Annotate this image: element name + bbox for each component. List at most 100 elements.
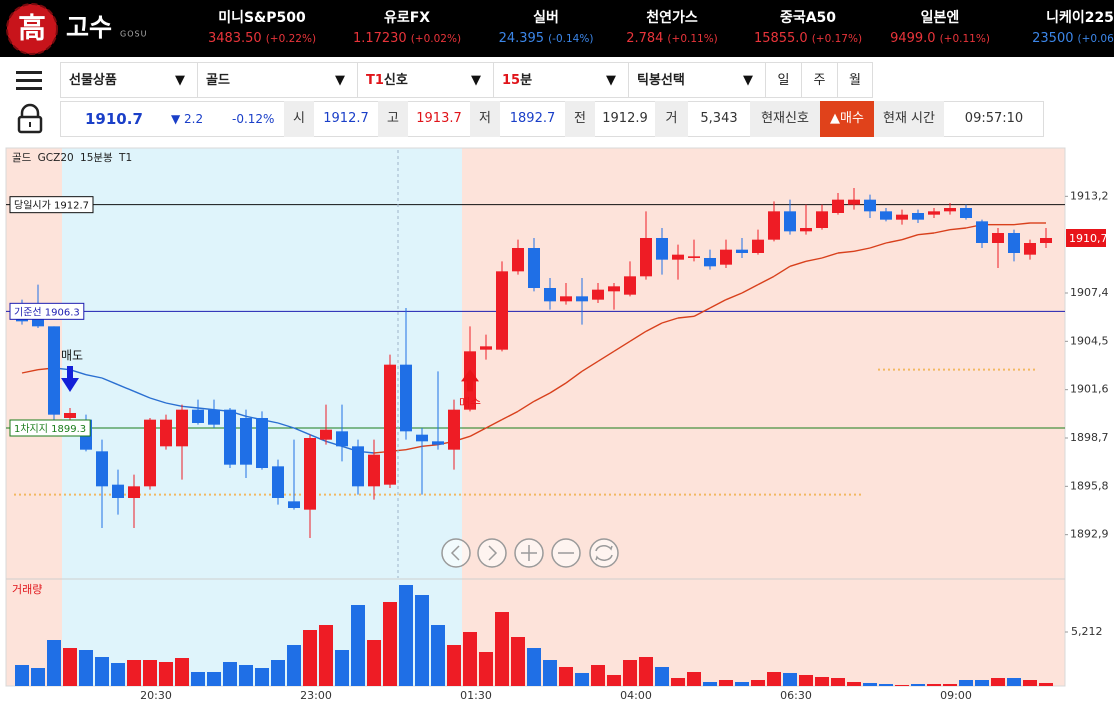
axis-bg xyxy=(1066,148,1114,686)
ticker-price: 24.395 xyxy=(498,31,545,46)
ticker-name[interactable]: 일본엔 xyxy=(920,10,960,26)
dropdown[interactable]: T1신호 ▼ xyxy=(357,62,493,98)
candle-body xyxy=(96,451,108,487)
candle-body xyxy=(480,346,492,350)
field-label: 거 xyxy=(655,101,688,137)
quote-box xyxy=(60,101,1044,137)
candle-body xyxy=(544,288,556,302)
menu-bar xyxy=(16,87,42,90)
candle-body xyxy=(336,431,348,447)
field-label: 전 xyxy=(565,101,595,137)
ticker-value: 3483.50 (+0.22%) xyxy=(187,31,337,46)
ticker-name[interactable]: 실버 xyxy=(533,10,559,26)
candle-body xyxy=(144,419,156,487)
moving-average xyxy=(613,340,631,352)
candle-body xyxy=(720,249,732,265)
moving-average xyxy=(213,408,231,413)
ticker-name[interactable]: 유로FX xyxy=(383,10,431,26)
moving-average xyxy=(229,410,247,418)
dropdown[interactable]: 골드 ▼ xyxy=(197,62,357,98)
moving-average xyxy=(565,370,583,384)
volume-bar xyxy=(303,630,317,686)
moving-average xyxy=(245,415,263,421)
logo[interactable]: 高 고수 GOSU xyxy=(0,0,170,57)
volume-bar xyxy=(143,660,157,686)
candle-body xyxy=(208,409,220,425)
candle-body xyxy=(960,208,972,218)
moving-average xyxy=(85,373,103,379)
dropdown[interactable]: 틱봉선택 ▼ xyxy=(628,62,765,98)
candle-body xyxy=(944,208,956,212)
candle-body xyxy=(752,239,764,253)
volume-bar xyxy=(863,682,877,686)
volume-bar xyxy=(239,664,253,686)
moving-average xyxy=(421,443,439,448)
moving-average xyxy=(341,445,359,453)
signal-label: 매도 xyxy=(61,349,83,363)
volume-bar xyxy=(655,666,669,686)
volume-bar xyxy=(479,652,493,686)
y-tick-label: 1907,4 xyxy=(1070,286,1109,299)
lock-button[interactable] xyxy=(10,101,50,137)
reset-button[interactable] xyxy=(589,538,619,568)
session-band xyxy=(62,148,462,686)
ticker-value: 23500(+0.06%) xyxy=(1005,31,1114,46)
dropdown[interactable]: 15분 ▼ xyxy=(493,62,628,98)
volume-bar xyxy=(367,640,381,686)
level-label: 당일시가 1912.7 xyxy=(14,200,89,212)
candle-body xyxy=(80,419,92,450)
candle-body xyxy=(288,501,300,508)
moving-average xyxy=(1013,222,1031,226)
ticker-name[interactable]: 미니S&P500 xyxy=(218,10,306,26)
moving-average xyxy=(165,402,183,408)
field-label: 저 xyxy=(470,101,500,137)
moving-average xyxy=(453,435,471,443)
ticker-value: 1.17230 (+0.02%) xyxy=(332,31,482,46)
level-value: 1912.7 xyxy=(54,201,89,212)
volume-bar xyxy=(559,666,573,686)
next-button[interactable] xyxy=(477,538,507,568)
volume-bar xyxy=(271,660,285,686)
period-button[interactable]: 월 xyxy=(837,62,873,98)
ticker-price: 23500 xyxy=(1032,31,1074,46)
moving-average xyxy=(757,275,775,286)
volume-bar xyxy=(703,682,717,686)
volume-bar xyxy=(335,650,349,686)
candle-body xyxy=(832,199,844,213)
last-price-label: 1910,7 xyxy=(1069,232,1108,245)
menu-button[interactable] xyxy=(10,62,50,98)
candle-body xyxy=(816,211,828,228)
dropdown[interactable]: 선물상품 ▼ xyxy=(60,62,197,98)
ticker-change: (+0.11%) xyxy=(939,33,990,45)
zoom-controls xyxy=(441,538,619,568)
prev-icon xyxy=(450,545,460,561)
level-label: 1차지지 1899.3 xyxy=(14,423,86,435)
x-tick-label: 01:30 xyxy=(460,689,492,702)
candle-body xyxy=(368,454,380,487)
moving-average xyxy=(501,410,519,421)
candle-body xyxy=(880,211,892,220)
period-button[interactable]: 주 xyxy=(801,62,837,98)
candle-body xyxy=(528,248,540,288)
candle-body xyxy=(800,228,812,232)
ticker-name[interactable]: 중국A50 xyxy=(779,10,837,26)
period-button[interactable]: 일 xyxy=(765,62,801,98)
volume-bar xyxy=(1007,678,1021,686)
volume-bar xyxy=(847,682,861,686)
prev-button[interactable] xyxy=(441,538,471,568)
ticker-name[interactable]: 천연가스 xyxy=(646,10,698,26)
ticker-change: (+0.17%) xyxy=(811,33,863,45)
dropdown-arrow: ▼ xyxy=(175,73,185,88)
field-value: 1913.7 xyxy=(416,111,462,126)
volume-bar xyxy=(527,648,541,686)
candle-body xyxy=(416,434,428,442)
dropdown-accent: T1 xyxy=(366,73,384,88)
lock-shackle xyxy=(20,103,40,117)
dropdown-text: 틱봉선택 xyxy=(637,73,685,88)
moving-average xyxy=(309,434,327,442)
volume-bar xyxy=(1023,680,1037,686)
ticker-name[interactable]: 니케이225 xyxy=(1046,10,1114,26)
moving-average xyxy=(325,440,343,448)
candle-body xyxy=(784,211,796,232)
